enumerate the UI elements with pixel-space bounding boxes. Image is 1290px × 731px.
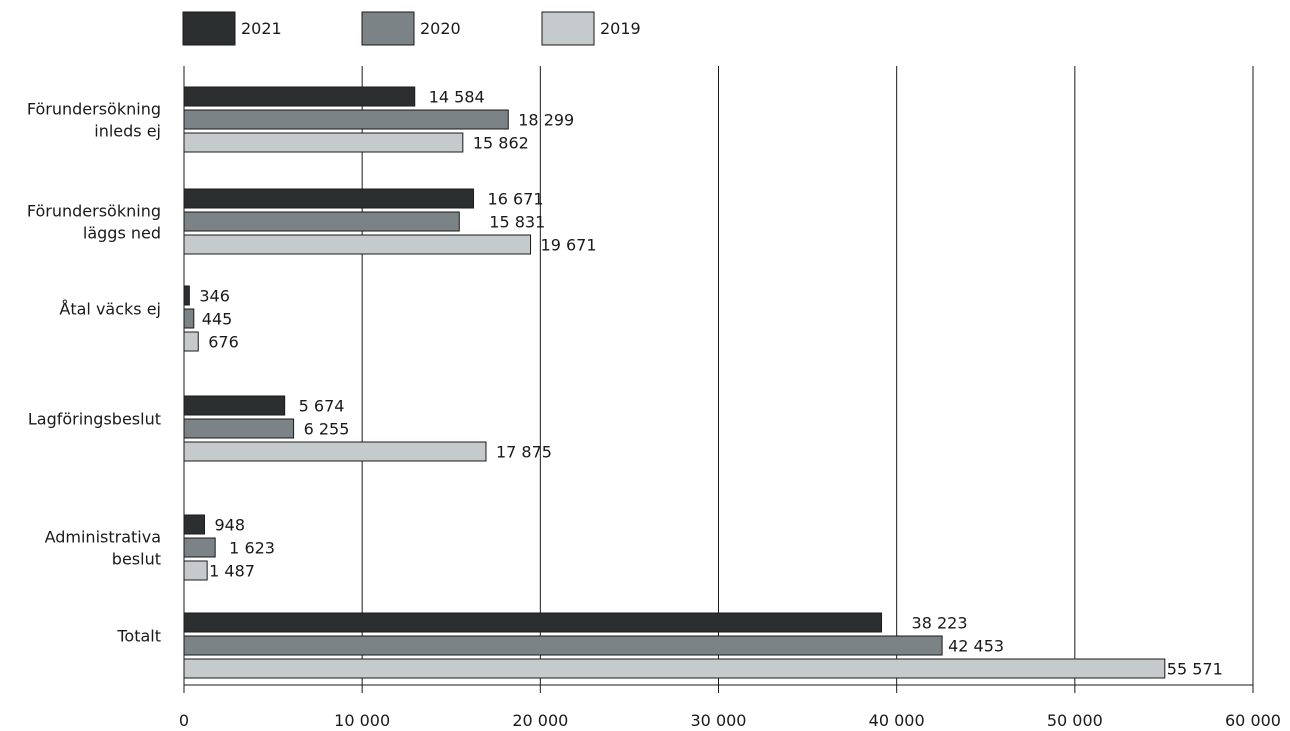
bar-value-label: 42 453 xyxy=(948,637,1004,656)
bar-value-label: 445 xyxy=(202,310,233,329)
x-tick-label: 10 000 xyxy=(334,711,390,730)
bar-value-label: 15 831 xyxy=(489,213,545,232)
x-tick-label: 20 000 xyxy=(512,711,568,730)
bar-2020 xyxy=(183,418,295,439)
legend-label: 2021 xyxy=(241,19,282,38)
bar-2020 xyxy=(183,537,216,558)
bar-2019 xyxy=(183,132,464,153)
bar-value-label: 15 862 xyxy=(473,134,529,153)
bar-2021 xyxy=(183,395,286,416)
bar-2020 xyxy=(183,211,460,232)
bar-2020 xyxy=(183,635,943,656)
grid-lines xyxy=(361,66,1254,685)
bar-value-label: 6 255 xyxy=(304,420,350,439)
x-axis: 0 10 000 20 000 30 000 40 000 50 000 60 000 xyxy=(179,66,1281,730)
bar-value-label: 1 623 xyxy=(229,539,275,558)
legend-swatch-2019 xyxy=(541,11,595,46)
category-label: inleds ej xyxy=(94,122,161,141)
bar-2021 xyxy=(183,285,190,306)
bar-value-label: 17 875 xyxy=(496,443,552,462)
bar-value-label: 14 584 xyxy=(429,88,485,107)
legend-label: 2019 xyxy=(600,19,641,38)
legend-label: 2020 xyxy=(420,19,461,38)
bar-2019 xyxy=(183,331,199,352)
bar-series: 14 584 18 299 15 862 16 671 15 831 19 671 346 4… xyxy=(183,86,1223,679)
bar-value-label: 55 571 xyxy=(1167,660,1223,679)
bar-value-label: 346 xyxy=(199,287,230,306)
bar-value-label: 1 487 xyxy=(209,562,255,581)
category-label: beslut xyxy=(112,550,161,569)
bar-2021 xyxy=(183,188,475,209)
bar-2020 xyxy=(183,109,509,130)
x-tick-label: 60 000 xyxy=(1225,711,1281,730)
x-tick-label: 0 xyxy=(179,711,189,730)
legend-swatch-2020 xyxy=(361,11,415,46)
bar-2019 xyxy=(183,658,1166,679)
category-label: Totalt xyxy=(116,627,161,646)
bar-value-label: 676 xyxy=(208,333,239,352)
bar-value-label: 948 xyxy=(214,516,245,535)
bar-value-label: 5 674 xyxy=(299,397,345,416)
bar-2019 xyxy=(183,234,532,255)
category-labels: Förundersökning inleds ej Förundersökning l… xyxy=(27,100,161,646)
x-tick-label: 40 000 xyxy=(869,711,925,730)
bar-2019 xyxy=(183,441,487,462)
bar-2021 xyxy=(183,612,883,633)
bar-2021 xyxy=(183,86,416,107)
legend-swatch-2021 xyxy=(182,11,236,46)
x-tick-label: 50 000 xyxy=(1047,711,1103,730)
category-label: Lagföringsbeslut xyxy=(28,410,161,429)
bar-value-label: 18 299 xyxy=(518,111,574,130)
category-label: Förundersökning xyxy=(27,100,161,119)
bar-value-label: 19 671 xyxy=(541,236,597,255)
bar-2020 xyxy=(183,308,195,329)
category-label: Administrativa xyxy=(45,528,161,547)
legend: 2021 2020 2019 xyxy=(182,11,641,46)
category-label: Förundersökning xyxy=(27,202,161,221)
bar-value-label: 16 671 xyxy=(488,190,544,209)
category-label: läggs ned xyxy=(83,224,161,243)
bar-value-label: 38 223 xyxy=(912,614,968,633)
x-tick-label: 30 000 xyxy=(691,711,747,730)
category-label: Åtal väcks ej xyxy=(59,300,161,319)
bar-2021 xyxy=(183,514,205,535)
bar-2019 xyxy=(183,560,208,581)
